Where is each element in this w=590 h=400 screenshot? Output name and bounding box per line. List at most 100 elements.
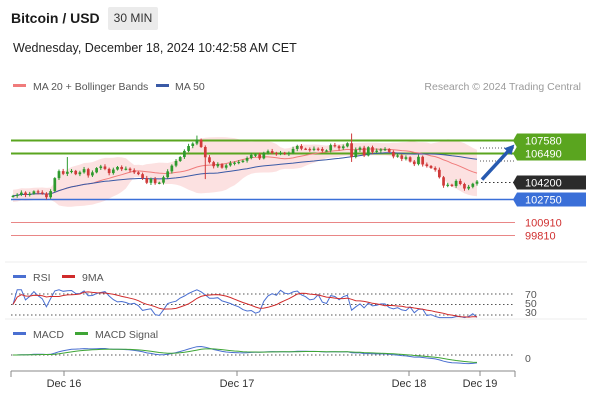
candle-body [162,177,165,183]
candle-body [195,139,199,144]
price-legend: MA 20 + Bollinger Bands MA 50 Research ©… [13,81,581,93]
candle-body [258,154,261,159]
candle-body [249,154,253,159]
candle-body [341,146,345,149]
level-tag-104200 [517,175,586,190]
candle-body [229,163,232,166]
candle-body [28,193,32,196]
forecast-arrow [480,144,515,181]
level-tag-107580 [517,133,586,148]
rsi-line [12,289,478,319]
candle-body [421,156,425,165]
candle-body [266,151,270,153]
rsi-tick-70: 70 [525,289,537,301]
timeframe-button[interactable]: 30 MIN [108,7,158,30]
candle-body [291,148,295,154]
candle-body [124,168,128,170]
rsi-ma-legend-swatch [62,275,75,278]
candle-body [82,169,86,173]
candle-body [45,193,48,198]
candle-body [49,191,52,198]
level-tag-notch-102750 [513,192,517,207]
candle-body [24,192,27,195]
candle-body [111,169,115,174]
candle-body [245,158,249,161]
candle-body [53,178,57,192]
chart-datetime: Wednesday, December 18, 2024 10:42:58 AM… [13,41,297,55]
candle-body [283,152,287,155]
candle-body [316,148,320,150]
candle-body [70,170,73,173]
macd-legend-label: MACD [33,329,64,341]
candle-body [471,183,475,187]
candles [11,133,479,200]
candle-body [78,172,82,175]
candle-body [467,186,470,189]
candle-body [99,166,103,169]
candle-body [329,145,333,151]
candle-body [463,184,466,189]
level-tag-106490 [517,146,586,161]
candle-body [208,157,211,163]
candle-body [425,164,429,166]
candle-body [237,161,241,164]
moving-averages [12,148,478,197]
candle-body [187,146,190,151]
rsi-ma-legend-label: 9MA [82,272,104,284]
ma20-legend-swatch [13,84,26,87]
candle-body [11,195,15,198]
level-label-100910: 100910 [525,218,562,230]
candle-body [103,166,107,169]
candle-body [91,172,94,176]
ma50-legend-swatch [156,84,169,87]
candle-body [392,151,395,157]
candle-body [396,155,399,157]
candle-body [325,150,328,152]
candle-body [270,151,274,154]
rsi-tick-50: 50 [525,298,537,310]
candle-body [375,150,379,152]
candle-body [300,146,303,149]
candle-body [366,147,370,156]
x-tick-label: Dec 18 [392,378,427,390]
macd-legend-swatch [13,332,26,335]
candle-body [32,191,36,194]
candle-body [116,166,119,170]
candle-body [74,170,78,175]
watermark: Research © 2024 Trading Central [424,81,581,93]
macd-signal-legend-swatch [75,332,88,335]
x-axis: Dec 16 Dec 17 Dec 18 Dec 19 [47,371,497,390]
candle-body [20,192,23,195]
candle-body [362,147,366,156]
candle-body [166,171,170,178]
candle-body [383,149,387,151]
candle-body [320,148,324,151]
candle-body [137,172,140,175]
level-label-106490: 106490 [525,149,562,161]
candle-body [95,168,98,173]
candle-body [174,160,178,166]
candle-body [433,167,437,170]
candle-body [412,161,416,165]
candle-body [107,168,111,174]
candle-body [120,166,124,170]
rsi-legend-swatch [13,275,26,278]
candle-body [212,162,216,167]
candle-body [304,148,307,150]
candle-body [178,157,182,161]
x-tick-label: Dec 16 [47,378,82,390]
candle-body [149,178,153,183]
level-label-99810: 99810 [525,231,556,243]
candle-body [333,145,337,147]
candle-body [61,171,65,174]
candle-body [203,146,207,158]
candle-body [458,180,462,184]
candle-body [404,157,408,159]
candle-body [279,152,282,155]
candle-body [379,149,383,151]
candle-body [57,171,61,179]
macd-signal-line [13,348,478,363]
candle-body [157,182,161,184]
